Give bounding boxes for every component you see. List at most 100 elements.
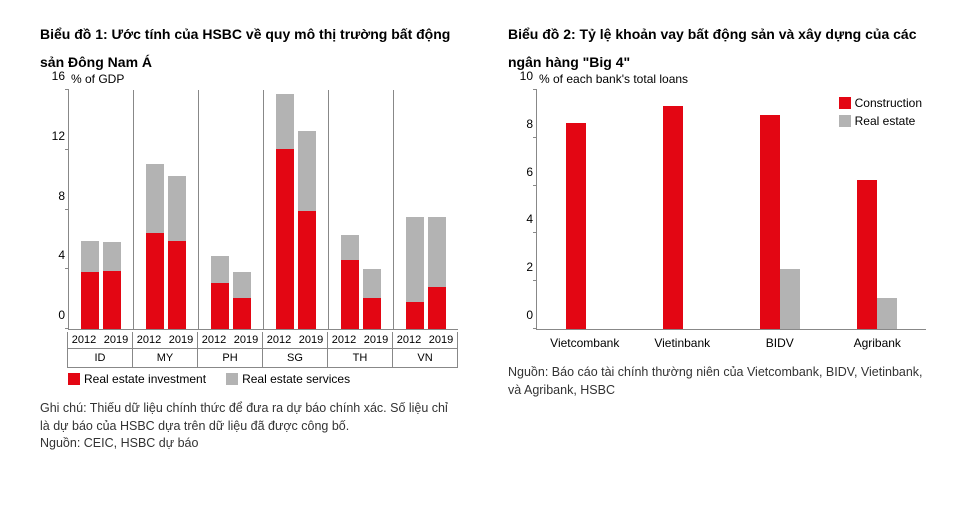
chart1-group (134, 90, 199, 329)
bar-segment-services (276, 94, 294, 150)
chart1-country-label: PH (198, 349, 262, 367)
chart2-ytick: 2 (509, 260, 533, 274)
chart2-bar (566, 123, 586, 329)
chart1-x-group: 20122019TH (327, 332, 393, 368)
bar-segment-invest (363, 298, 381, 330)
chart2-bar (877, 298, 897, 329)
chart1-bar (428, 217, 446, 330)
chart1-group (264, 90, 329, 329)
chart2-bank-label: BIDV (731, 336, 829, 350)
chart1-ytick: 8 (41, 189, 65, 203)
chart1-bar (146, 164, 164, 329)
chart1-bar (103, 242, 121, 329)
chart1-bar (168, 176, 186, 329)
chart1-ytick: 0 (41, 308, 65, 322)
bar-segment-invest (406, 302, 424, 329)
chart1-bars (69, 90, 458, 329)
bar-segment-invest (146, 233, 164, 329)
chart1-x-group: 20122019VN (392, 332, 458, 368)
chart2-bank-label: Agribank (829, 336, 927, 350)
chart1-group (199, 90, 264, 329)
bar-segment-services (298, 131, 316, 211)
chart2-ytick: 4 (509, 212, 533, 226)
chart1-year-label: 2012 (133, 332, 165, 348)
chart2-ytick: 6 (509, 165, 533, 179)
bar-segment-invest (428, 287, 446, 329)
chart2-group (537, 90, 634, 329)
chart2-source: Nguồn: Báo cáo tài chính thường niên của… (508, 364, 926, 399)
bar-segment-services (428, 217, 446, 288)
chart1-country-label: SG (263, 349, 327, 367)
chart2-bank-label: Vietcombank (536, 336, 634, 350)
chart2-legend: Construction Real estate (839, 96, 922, 132)
legend-item-invest: Real estate investment (68, 372, 206, 386)
bar-segment-invest (103, 271, 121, 330)
legend-item-construction: Construction (839, 96, 922, 110)
chart1-note: Ghi chú: Thiếu dữ liệu chính thức để đưa… (40, 400, 458, 435)
chart1-bar (233, 272, 251, 329)
chart1-year-label: 2012 (68, 332, 100, 348)
legend-label-services: Real estate services (242, 372, 350, 386)
chart1-group (329, 90, 394, 329)
bar-segment-invest (298, 211, 316, 330)
chart1-plot-area: % of GDP 0481216 (68, 90, 458, 330)
bar-segment-invest (211, 283, 229, 330)
chart1-bar (341, 235, 359, 330)
bar-segment-invest (168, 241, 186, 330)
bar-segment-services (363, 269, 381, 298)
chart1-year-label: 2019 (100, 332, 132, 348)
chart1-year-label: 2019 (230, 332, 262, 348)
chart1-bar (363, 269, 381, 329)
chart2-y-axis-label: % of each bank's total loans (539, 72, 688, 86)
chart1-bar (211, 256, 229, 330)
chart1-year-label: 2019 (425, 332, 457, 348)
chart2-bar (780, 269, 800, 329)
chart1-year-label: 2019 (165, 332, 197, 348)
legend-item-services: Real estate services (226, 372, 350, 386)
chart1-x-group: 20122019PH (197, 332, 263, 368)
chart1-country-label: MY (133, 349, 197, 367)
chart1-footnote: Ghi chú: Thiếu dữ liệu chính thức để đưa… (40, 400, 458, 453)
chart2-title: Biểu đồ 2: Tỷ lệ khoản vay bất động sản … (508, 20, 926, 80)
chart1-title: Biểu đồ 1: Ước tính của HSBC về quy mô t… (40, 20, 458, 80)
chart2-ytick: 8 (509, 117, 533, 131)
chart1-bar (276, 94, 294, 330)
chart1-group (69, 90, 134, 329)
chart1-x-group: 20122019ID (67, 332, 133, 368)
chart1-bar (406, 217, 424, 330)
chart2-plot-area: % of each bank's total loans Constructio… (536, 90, 926, 330)
chart1-legend: Real estate investment Real estate servi… (68, 372, 458, 386)
bar-segment-services (103, 242, 121, 271)
chart1-year-label: 2012 (393, 332, 425, 348)
bar-segment-invest (81, 272, 99, 329)
charts-container: Biểu đồ 1: Ước tính của HSBC về quy mô t… (40, 20, 926, 453)
chart1-x-labels: 20122019ID20122019MY20122019PH20122019SG… (68, 332, 458, 368)
chart1-y-axis-label: % of GDP (71, 72, 124, 86)
bar-segment-services (168, 176, 186, 241)
chart1-year-label: 2012 (328, 332, 360, 348)
chart2-group (732, 90, 829, 329)
chart1-bar (298, 131, 316, 329)
chart1-country-label: VN (393, 349, 457, 367)
chart2-ytick: 0 (509, 308, 533, 322)
bar-segment-invest (276, 149, 294, 329)
chart1-ytick: 12 (41, 129, 65, 143)
chart1-year-label: 2019 (295, 332, 327, 348)
chart2-bank-label: Vietinbank (634, 336, 732, 350)
chart1-year-label: 2012 (198, 332, 230, 348)
legend-swatch-red-2 (839, 97, 851, 109)
chart2-bar (760, 115, 780, 329)
bar-segment-services (146, 164, 164, 233)
chart2-footnote: Nguồn: Báo cáo tài chính thường niên của… (508, 364, 926, 399)
bar-segment-services (233, 272, 251, 298)
chart1-panel: Biểu đồ 1: Ước tính của HSBC về quy mô t… (40, 20, 458, 453)
chart1-bar (81, 241, 99, 330)
legend-item-realestate: Real estate (839, 114, 922, 128)
chart2-x-labels: VietcombankVietinbankBIDVAgribank (536, 336, 926, 350)
chart1-year-label: 2019 (360, 332, 392, 348)
legend-label-realestate: Real estate (855, 114, 916, 128)
chart2-bar (857, 180, 877, 329)
chart2-panel: Biểu đồ 2: Tỷ lệ khoản vay bất động sản … (508, 20, 926, 453)
legend-label-invest: Real estate investment (84, 372, 206, 386)
chart1-source: Nguồn: CEIC, HSBC dự báo (40, 435, 458, 453)
